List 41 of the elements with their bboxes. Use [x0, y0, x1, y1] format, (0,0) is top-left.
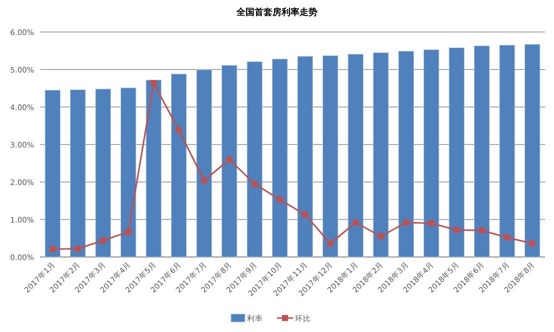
- bar: [373, 52, 389, 258]
- bar: [524, 44, 540, 258]
- point: [74, 246, 81, 252]
- point: [504, 234, 510, 240]
- bar: [120, 88, 136, 258]
- point: [226, 156, 232, 162]
- bar: [424, 49, 440, 258]
- point: [327, 240, 334, 246]
- bar: [196, 70, 212, 258]
- point: [302, 212, 308, 218]
- point: [529, 240, 536, 246]
- point: [378, 233, 384, 240]
- point: [403, 220, 410, 226]
- point: [125, 228, 132, 235]
- bar: [474, 46, 490, 258]
- point: [428, 220, 434, 226]
- point: [50, 246, 56, 252]
- bar: [171, 74, 187, 258]
- bar: [95, 88, 111, 258]
- bar: [499, 44, 515, 258]
- bar: [222, 65, 238, 258]
- bar: [246, 61, 262, 258]
- point: [478, 227, 485, 234]
- bar: [448, 48, 464, 258]
- bar: [297, 56, 313, 258]
- point: [150, 80, 157, 86]
- bar: [44, 90, 60, 258]
- point: [201, 178, 208, 184]
- point: [176, 127, 182, 134]
- bar: [348, 54, 364, 258]
- point: [100, 238, 106, 244]
- bar: [70, 90, 86, 258]
- bar: [272, 58, 288, 258]
- bar: [398, 50, 414, 258]
- point: [352, 220, 359, 226]
- bar: [146, 80, 162, 258]
- point: [276, 196, 283, 203]
- chart-title: 全国首套房利率走势: [236, 7, 318, 18]
- point: [454, 227, 460, 233]
- bar: [322, 55, 338, 258]
- point: [252, 180, 258, 187]
